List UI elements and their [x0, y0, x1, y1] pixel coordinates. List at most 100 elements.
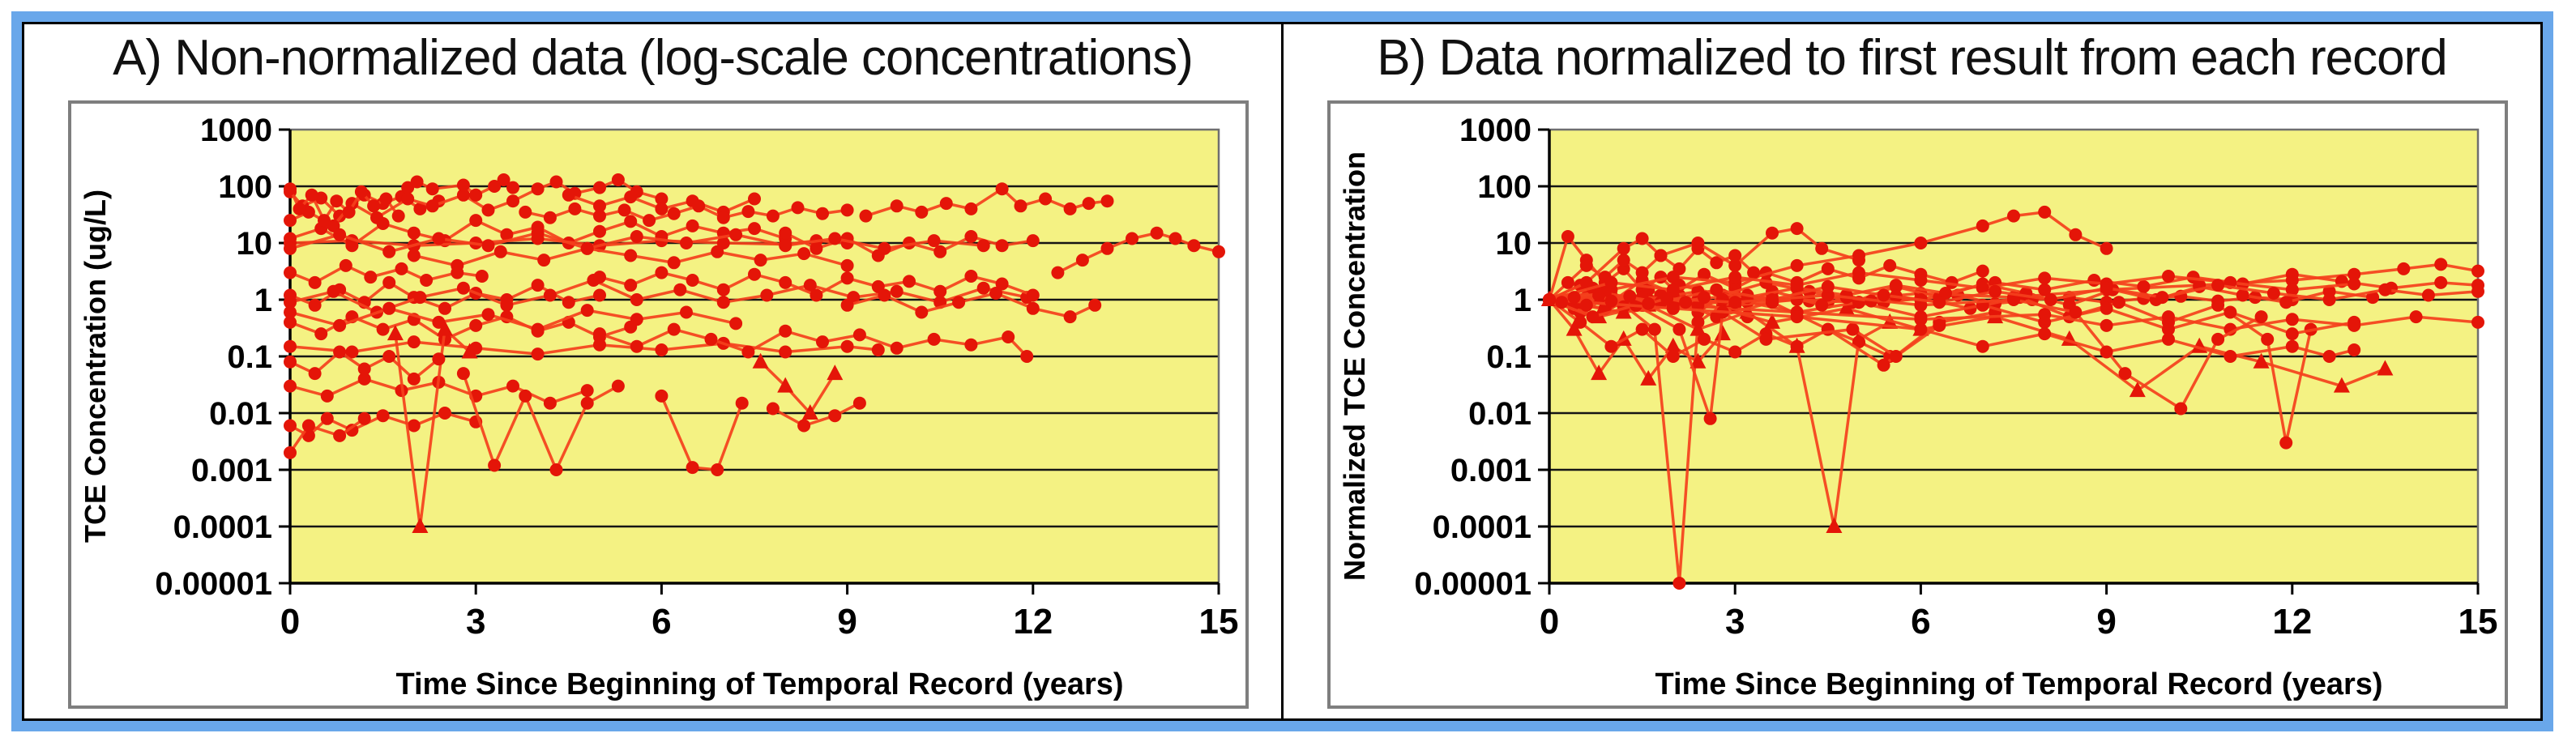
panel-a-x-axis-title: Time Since Beginning of Temporal Record … — [395, 667, 1124, 701]
data-point — [995, 277, 1009, 291]
data-point — [1617, 254, 1630, 267]
data-point — [1698, 291, 1711, 305]
data-point — [890, 199, 904, 213]
data-point — [741, 205, 755, 219]
data-point — [729, 228, 743, 241]
data-point-triangle — [1664, 337, 1681, 353]
x-tick-label: 3 — [1725, 602, 1745, 640]
data-point — [1698, 332, 1711, 346]
data-point — [655, 266, 669, 279]
data-point — [2471, 284, 2484, 298]
data-point — [1889, 350, 1903, 363]
data-point — [1026, 301, 1040, 315]
data-point — [686, 219, 699, 232]
data-point — [519, 389, 532, 403]
data-point — [704, 332, 718, 346]
data-point — [1703, 411, 1717, 425]
data-point — [410, 175, 424, 189]
data-point — [1889, 279, 1903, 292]
data-point — [2224, 350, 2237, 363]
data-series-group — [284, 173, 1225, 533]
data-point — [519, 205, 532, 219]
data-point — [364, 271, 378, 284]
data-point — [2162, 322, 2175, 336]
data-point — [1790, 279, 1804, 292]
data-point-triangle — [827, 364, 844, 381]
data-point — [1989, 284, 2002, 298]
panel-a-title: A) Non-normalized data (log-scale concen… — [113, 30, 1194, 86]
series-line — [394, 326, 471, 527]
data-point — [760, 288, 774, 302]
data-point — [859, 209, 873, 223]
data-point — [568, 202, 582, 215]
data-point — [791, 201, 805, 215]
data-point — [1002, 330, 1015, 343]
data-point — [1766, 293, 1779, 306]
data-series — [284, 274, 1034, 319]
data-point — [1679, 296, 1693, 309]
data-point — [655, 202, 669, 215]
data-point — [1543, 293, 1556, 306]
data-point — [840, 298, 854, 312]
data-point — [878, 288, 891, 302]
data-point — [382, 350, 396, 363]
data-point — [779, 345, 792, 359]
data-point — [643, 214, 656, 228]
data-point — [2285, 339, 2299, 353]
data-point — [1635, 232, 1649, 245]
data-point — [2162, 270, 2175, 283]
data-point — [1933, 296, 1946, 309]
data-point — [1567, 291, 1581, 305]
data-point-triangle — [412, 518, 429, 533]
data-point — [878, 241, 891, 255]
data-point — [543, 396, 557, 410]
data-point — [379, 192, 393, 206]
data-point — [1914, 237, 1928, 249]
data-point — [915, 205, 929, 219]
data-point — [2007, 293, 2020, 306]
data-point — [376, 322, 390, 336]
y-axis-ticks: 1000 100 10 1 0.1 0.01 0.001 0.0001 0.00001 — [155, 113, 290, 602]
series-line — [288, 417, 365, 454]
data-point — [475, 270, 489, 283]
data-point — [810, 241, 823, 255]
data-point — [2322, 350, 2336, 363]
data-point — [964, 270, 978, 283]
data-point — [903, 275, 916, 288]
data-point — [314, 327, 328, 341]
data-point — [624, 249, 638, 262]
series-line — [772, 402, 861, 428]
data-point — [531, 182, 545, 196]
series-line — [1548, 298, 1724, 382]
data-point — [1728, 249, 1742, 262]
data-point — [766, 209, 780, 223]
data-point — [2224, 305, 2237, 319]
data-point — [456, 367, 470, 381]
data-point — [655, 343, 669, 356]
data-point — [754, 254, 767, 267]
data-point — [816, 207, 829, 220]
data-series — [593, 266, 1040, 302]
data-point — [840, 203, 854, 217]
data-point — [2378, 283, 2392, 296]
series-line — [289, 279, 1027, 314]
data-point — [1672, 577, 1686, 590]
data-point — [500, 298, 514, 312]
data-point — [284, 419, 297, 433]
data-point — [395, 262, 408, 275]
x-tick-label: 0 — [280, 602, 300, 640]
x-axis-ticks: 0 3 6 9 12 15 — [280, 583, 1238, 640]
data-point — [420, 274, 434, 287]
data-point — [1660, 292, 1674, 305]
data-point — [1555, 296, 1569, 309]
data-point — [593, 199, 606, 213]
data-point — [1710, 256, 1724, 270]
data-point-triangle — [1591, 364, 1608, 381]
data-point-triangle — [2129, 382, 2146, 398]
data-point — [345, 345, 359, 359]
data-point — [425, 199, 439, 213]
data-point — [284, 339, 297, 353]
data-point — [506, 194, 519, 208]
data-point — [2285, 283, 2299, 296]
data-point — [531, 279, 545, 292]
